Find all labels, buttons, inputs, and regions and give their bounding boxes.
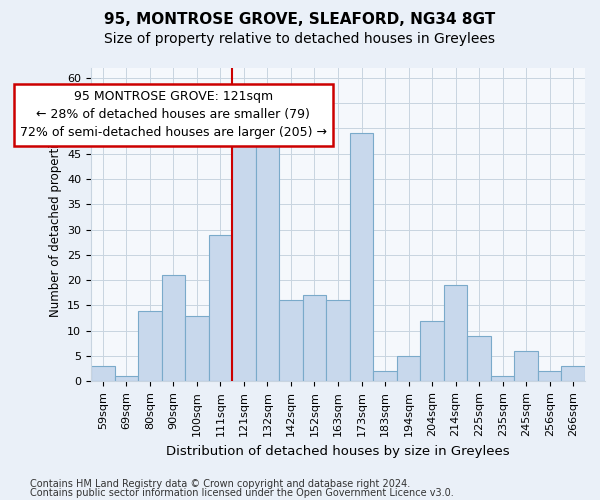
Bar bbox=[185, 316, 209, 382]
Bar bbox=[350, 134, 373, 382]
Bar bbox=[256, 144, 279, 382]
Bar bbox=[91, 366, 115, 382]
Bar bbox=[397, 356, 421, 382]
Bar bbox=[373, 372, 397, 382]
Bar bbox=[421, 320, 444, 382]
Bar bbox=[138, 310, 161, 382]
Bar bbox=[115, 376, 138, 382]
Y-axis label: Number of detached properties: Number of detached properties bbox=[49, 132, 62, 318]
X-axis label: Distribution of detached houses by size in Greylees: Distribution of detached houses by size … bbox=[166, 444, 510, 458]
Bar bbox=[209, 234, 232, 382]
Bar bbox=[279, 300, 303, 382]
Bar bbox=[491, 376, 514, 382]
Text: 95 MONTROSE GROVE: 121sqm
← 28% of detached houses are smaller (79)
72% of semi-: 95 MONTROSE GROVE: 121sqm ← 28% of detac… bbox=[20, 90, 327, 140]
Text: Size of property relative to detached houses in Greylees: Size of property relative to detached ho… bbox=[104, 32, 496, 46]
Bar bbox=[303, 296, 326, 382]
Text: 95, MONTROSE GROVE, SLEAFORD, NG34 8GT: 95, MONTROSE GROVE, SLEAFORD, NG34 8GT bbox=[104, 12, 496, 28]
Bar bbox=[562, 366, 585, 382]
Bar bbox=[232, 144, 256, 382]
Bar bbox=[467, 336, 491, 382]
Bar bbox=[514, 351, 538, 382]
Text: Contains HM Land Registry data © Crown copyright and database right 2024.: Contains HM Land Registry data © Crown c… bbox=[30, 479, 410, 489]
Bar bbox=[538, 372, 562, 382]
Bar bbox=[444, 285, 467, 382]
Bar bbox=[161, 275, 185, 382]
Text: Contains public sector information licensed under the Open Government Licence v3: Contains public sector information licen… bbox=[30, 488, 454, 498]
Bar bbox=[326, 300, 350, 382]
